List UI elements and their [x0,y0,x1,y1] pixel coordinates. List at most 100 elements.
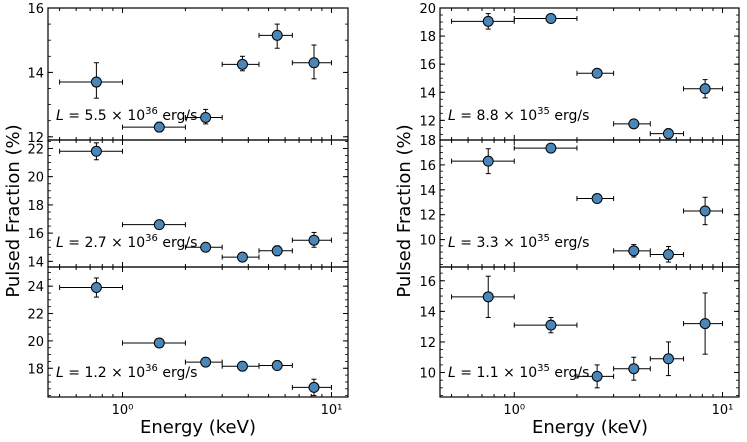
data-point [683,292,724,355]
data-marker [482,291,494,303]
annotation-value: = 1.1 × 10 [456,365,537,381]
annotation-symbol: L [56,108,64,124]
panel-right-bottom: 10⁰ 10¹ 10 12 14 16 L = 1.1 × 1035 erg/s [419,266,740,418]
y-tick-label: 12 [419,114,436,129]
y-tick-label: 24 [27,280,44,295]
annotation-exponent: 35 [537,363,550,374]
y-tick-label: 16 [27,227,44,242]
y-tick-label: 20 [27,171,44,186]
x-tick-label: 10⁰ [112,403,134,418]
data-point [122,219,186,231]
data-marker [662,128,674,140]
data-marker [662,249,674,261]
data-marker [308,381,320,393]
data-marker [153,121,165,133]
annotation-exponent: 36 [145,233,158,244]
y-tick-label: 10 [419,367,436,382]
data-marker [545,13,557,25]
y-tick-label: 14 [27,66,44,81]
data-point [513,142,578,154]
data-point [683,79,724,99]
data-point [576,364,615,389]
data-point [513,316,578,334]
annotation-value: = 1.2 × 10 [64,365,145,381]
panel-left-bottom: 10⁰ 10¹ 18 20 22 24 L = 1.2 × 1036 erg/s [27,266,349,418]
data-marker [545,142,557,154]
data-point [258,360,293,372]
luminosity-annotation: L = 1.1 × 1035 erg/s [448,363,589,381]
panel-left-top: 12 14 16 L = 5.5 × 1036 erg/s [27,2,349,146]
annotation-exponent: 35 [537,106,550,117]
data-marker [628,363,640,375]
data-point [184,356,223,368]
annotation-exponent: 36 [145,106,158,117]
y-tick-label: 16 [27,2,44,17]
data-marker [482,155,494,167]
y-tick-label: 18 [419,30,436,45]
y-tick-label: 14 [419,86,436,101]
x-tick-label: 10¹ [712,403,734,418]
data-point [513,13,578,25]
data-marker [591,67,603,79]
luminosity-annotation: L = 2.7 × 1036 erg/s [56,233,197,251]
data-marker [699,83,711,95]
y-tick-label: 12 [27,131,44,146]
axes-frame [439,266,740,398]
data-point [221,55,260,72]
data-marker [236,58,248,70]
x-axis-label-right: Energy (keV) [532,417,648,438]
luminosity-annotation: L = 1.2 × 1036 erg/s [56,363,197,381]
data-marker [591,193,603,205]
data-point [291,231,332,248]
data-point [613,244,651,258]
y-tick-label: 14 [27,255,44,270]
annotation-unit: erg/s [550,365,589,381]
data-marker [662,353,674,365]
annotation-exponent: 36 [145,363,158,374]
annotation-symbol: L [56,235,64,251]
data-point [221,360,260,372]
annotation-unit: erg/s [158,365,197,381]
data-marker [308,234,320,246]
data-marker [628,118,640,130]
annotation-value: = 8.8 × 10 [456,108,537,124]
data-point [258,23,293,49]
data-marker [308,57,320,69]
y-tick-label: 16 [419,58,436,73]
data-point [221,251,260,263]
data-point [122,121,186,133]
data-point [122,337,186,349]
data-point [683,196,724,226]
data-point [184,241,223,253]
y-tick-label: 12 [419,209,436,224]
y-tick-label: 18 [419,134,436,149]
data-marker [271,360,283,372]
data-point [576,67,615,79]
data-point [291,378,332,397]
x-tick-label: 10⁰ [503,403,525,418]
annotation-symbol: L [448,235,456,251]
y-tick-label: 10 [419,234,436,249]
data-point [59,142,124,161]
data-point [291,44,332,80]
annotation-exponent: 35 [537,233,550,244]
data-marker [200,111,212,123]
data-marker [271,245,283,257]
data-marker [90,76,102,88]
y-tick-label: 20 [419,2,436,17]
y-tick-label: 12 [419,336,436,351]
data-marker [699,205,711,217]
annotation-symbol: L [56,365,64,381]
y-tick-label: 18 [27,199,44,214]
data-marker [271,29,283,41]
data-marker [545,319,557,331]
data-point [613,356,651,381]
panel-right-middle: 10 12 14 16 18 L = 3.3 × 1035 erg/s [419,134,740,268]
annotation-symbol: L [448,108,456,124]
data-marker [482,15,494,27]
data-point [451,13,515,30]
data-marker [236,251,248,263]
luminosity-annotation: L = 5.5 × 1036 erg/s [56,106,197,124]
data-marker [200,356,212,368]
